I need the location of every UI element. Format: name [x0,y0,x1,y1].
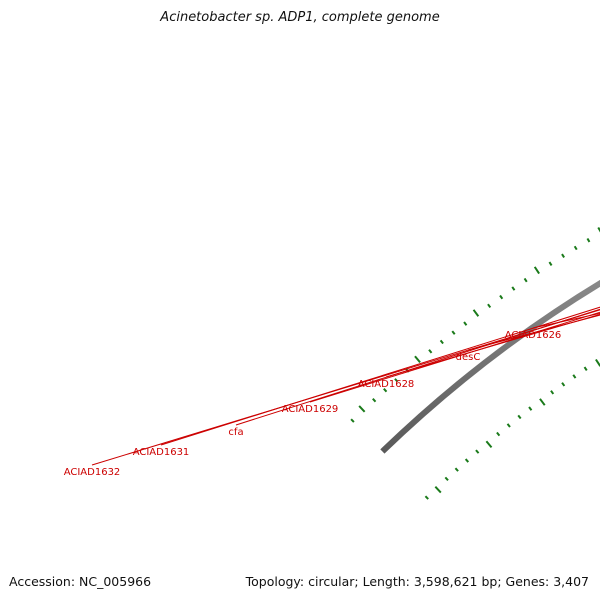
inner-scale-tick [475,449,480,454]
scale-tick [451,330,456,335]
backbone [380,280,600,454]
accession-text: Accession: NC_005966 [9,574,152,589]
scale-tick [463,321,468,326]
scale-tick [394,378,399,383]
scale-tick [533,266,540,275]
scale-tick [358,405,366,413]
gene-label: desC [456,352,481,363]
scale-tick [414,355,421,364]
gene-label: cfa [228,427,243,438]
inner-scale-tick [561,382,566,387]
genome-summary-text: Topology: circular; Length: 3,598,621 bp… [245,574,589,589]
map-title: Acinetobacter sp. ADP1, complete genome [160,10,440,25]
inner-scale-tick [572,374,577,379]
gene-label: ACIAD1626 [505,330,562,341]
inner-scale-tick [424,495,429,500]
inner-scale-tick [434,486,442,494]
labels: 1622 kbp1623 kbp1624 kbp1625 kbp1626 kbp… [64,306,600,478]
inner-scale-tick [454,467,459,472]
inner-scale-tick [517,414,522,420]
gene-label-leader [309,311,600,403]
scale-tick [372,398,377,403]
inner-scale-tick [528,406,533,411]
scale-tick [548,261,553,266]
scale-tick [428,349,433,354]
gene-label-leader [467,314,600,351]
gene-label: ACIAD1632 [64,467,121,478]
inner-scale-tick [595,358,600,367]
gene-label: ACIAD1628 [358,379,415,390]
inner-scale-tick [464,458,470,463]
inner-scale-tick [485,440,493,449]
inner-scale-tick [550,390,555,395]
gene-label: ACIAD1629 [282,404,339,415]
gene-label-leader [385,313,600,378]
gene-label-leader [235,308,600,426]
scale-tick [487,303,492,309]
scale-tick [511,286,516,291]
scale-tick [523,277,528,283]
inner-scale-tick [583,366,588,371]
scale-ticks [350,226,600,500]
inner-scale-tick [444,476,449,481]
scale-tick [573,245,578,251]
scale-tick [383,388,388,393]
scale-tick [350,418,355,423]
gene-label-leader [91,309,600,466]
scale-tick [499,294,504,300]
gene-label: ACIAD1631 [133,447,190,458]
backbone-ring [380,280,600,454]
scale-tick [439,339,444,345]
scale-tick [472,309,480,317]
inner-scale-tick [506,423,511,428]
scale-tick [586,237,591,243]
scale-tick [561,253,565,258]
inner-scale-tick [539,398,546,406]
scale-tick [597,226,600,233]
inner-scale-tick [496,431,501,437]
